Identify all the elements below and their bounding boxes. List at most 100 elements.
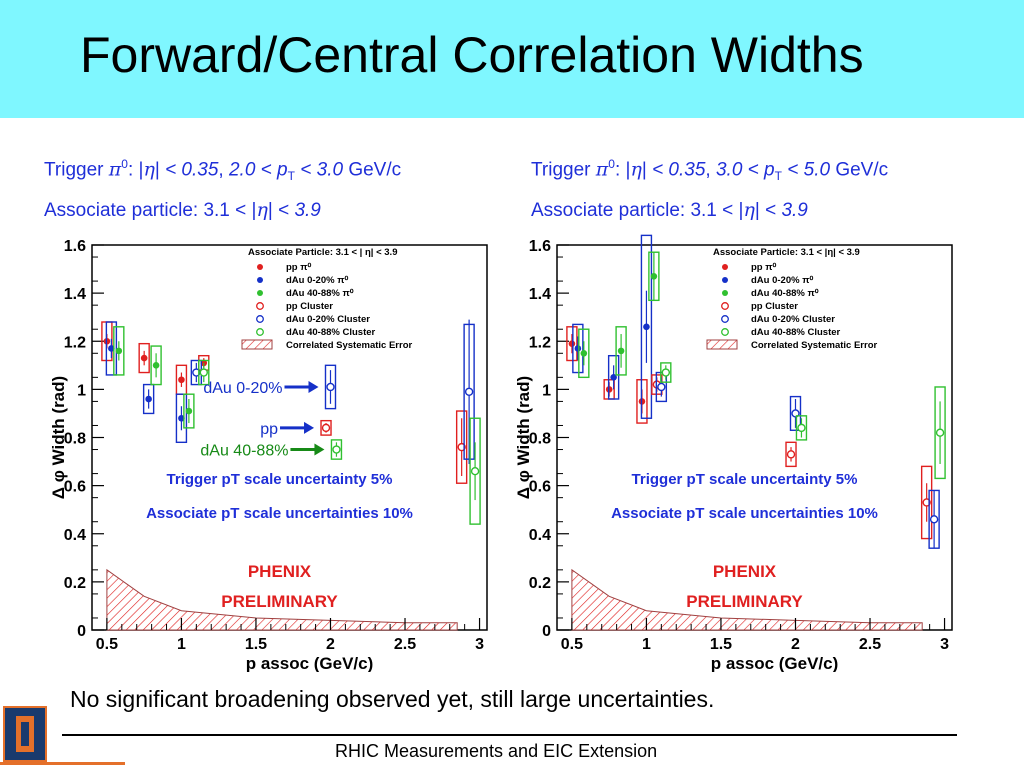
legend-marker <box>256 302 264 310</box>
systematic-error-box <box>785 441 797 468</box>
plot-frame <box>91 244 488 631</box>
systematic-error-box <box>578 328 590 379</box>
x-tick-label: 2 <box>791 636 800 653</box>
legend-label: Correlated Systematic Error <box>751 340 877 351</box>
legend-title: Associate Particle: 3.1 < |η| < 3.9 <box>713 247 860 258</box>
conclusion-text: No significant broadening observed yet, … <box>70 686 715 712</box>
header-fragment: , <box>218 159 229 181</box>
legend-label: Correlated Systematic Error <box>286 340 412 351</box>
data-point <box>922 498 931 507</box>
title-bar: Forward/Central Correlation Widths <box>0 0 1024 118</box>
legend-marker <box>706 339 738 350</box>
legend-marker <box>721 315 729 323</box>
data-point <box>661 368 671 377</box>
y-tick-label: 1.2 <box>529 334 551 351</box>
header-fragment: η <box>743 199 755 221</box>
x-tick-label: 2 <box>326 636 335 653</box>
systematic-error-box <box>105 321 118 376</box>
legend-label: dAu 0-20% Cluster <box>286 314 370 325</box>
data-point <box>617 347 625 355</box>
annotation-arrowhead <box>314 443 325 456</box>
header-fragment: Associate particle: 3.1 < | <box>44 200 257 221</box>
footer-text: RHIC Measurements and EIC Extension <box>335 741 658 761</box>
left-associate-label: Associate particle: 3.1 < |η| < 3.9 <box>44 199 321 222</box>
systematic-error-box <box>615 326 627 376</box>
data-point <box>108 345 115 352</box>
y-tick-label: 0 <box>542 623 551 640</box>
legend-marker <box>721 328 729 336</box>
header-fragment: GeV/c <box>343 159 402 181</box>
legend-marker <box>721 302 729 310</box>
header-fragment: < 3.0 <box>294 159 344 181</box>
legend-label: dAu 0-20% Cluster <box>751 314 835 325</box>
plot-frame <box>556 244 953 631</box>
systematic-error-box <box>455 410 468 484</box>
legend-label: pp Cluster <box>751 301 798 312</box>
header-fragment: η <box>256 199 268 221</box>
header-fragment: | < <box>754 200 782 221</box>
legend-label: dAu 0-20% π⁰ <box>286 275 348 286</box>
right-trigger-label: Trigger π0: |η| < 0.35, 3.0 < pT < 5.0 G… <box>531 157 888 183</box>
annotation-label: pp <box>260 421 278 438</box>
y-tick-label: 1 <box>77 382 86 399</box>
systematic-error-box <box>640 234 653 419</box>
data-point <box>321 423 331 433</box>
data-point <box>935 428 945 437</box>
header-fragment: 3.9 <box>781 200 808 221</box>
y-tick-label: 1.6 <box>64 238 86 255</box>
x-tick-label: 1 <box>177 636 186 653</box>
header-fragment: 0 <box>608 157 615 171</box>
x-tick-label: 1.5 <box>710 636 732 653</box>
y-tick-label: 0.4 <box>64 527 86 544</box>
x-tick-label: 3 <box>475 636 484 653</box>
legend-marker <box>256 315 264 323</box>
left-width-chart: 0 0.2 0.4 0.6 0.8 1 1.2 1.4 1.6 0.5 1 1.5 2 2.5 3 p ass… <box>49 238 488 672</box>
y-tick-label: 1.4 <box>64 286 86 303</box>
header-fragment: Trigger <box>531 159 596 181</box>
systematic-error-box <box>150 345 162 386</box>
systematic-error-box <box>330 439 343 460</box>
systematic-error-box <box>198 359 210 386</box>
header-fragment: π <box>595 158 609 181</box>
data-point <box>643 323 650 331</box>
x-tick-label: 0.5 <box>561 636 583 653</box>
systematic-error-band <box>571 568 923 631</box>
legend-marker <box>722 290 728 296</box>
y-tick-label: 1.6 <box>529 238 551 255</box>
slide-title: Forward/Central Correlation Widths <box>80 27 864 83</box>
systematic-error-box <box>138 342 150 374</box>
header-fragment: | <box>641 159 653 181</box>
y-tick-label: 1 <box>542 382 551 399</box>
header-fragment: < 5.0 <box>781 159 831 181</box>
systematic-error-box <box>320 419 332 436</box>
systematic-error-box <box>142 383 155 415</box>
systematic-error-box <box>920 465 933 540</box>
annotation-arrowhead <box>304 421 315 434</box>
x-tick-label: 2.5 <box>859 636 881 653</box>
data-point <box>574 345 582 352</box>
header-fragment: Trigger <box>44 159 109 181</box>
header-fragment: η <box>630 158 642 181</box>
x-tick-label: 1 <box>642 636 651 653</box>
logo-accent-bar <box>0 762 125 765</box>
annotation-arrowhead <box>308 380 319 393</box>
right-associate-label: Associate particle: 3.1 < |η| < 3.9 <box>531 199 808 222</box>
header-fragment: , <box>705 159 716 181</box>
y-tick-label: 0.6 <box>529 479 551 496</box>
data-point <box>650 272 658 280</box>
systematic-error-box <box>324 364 337 410</box>
right-width-chart: 0 0.2 0.4 0.6 0.8 1 1.2 1.4 1.6 0.5 1 1.5 2 2.5 3 p ass… <box>514 234 953 672</box>
y-tick-label: 0.2 <box>64 575 86 592</box>
data-point <box>115 347 123 355</box>
header-fragment: 2.0 < p <box>228 159 288 181</box>
data-point <box>199 368 208 377</box>
header-fragment: η <box>143 158 155 181</box>
preliminary-stamp: PRELIMINARY <box>221 592 338 611</box>
legend-marker <box>241 339 273 350</box>
legend-marker <box>722 277 728 283</box>
x-tick-label: 3 <box>940 636 949 653</box>
data-point <box>470 466 480 476</box>
y-tick-label: 0 <box>77 623 86 640</box>
header-fragment: T <box>774 169 782 184</box>
uncertainty-note: Trigger pT scale uncertainty 5% <box>167 471 393 488</box>
